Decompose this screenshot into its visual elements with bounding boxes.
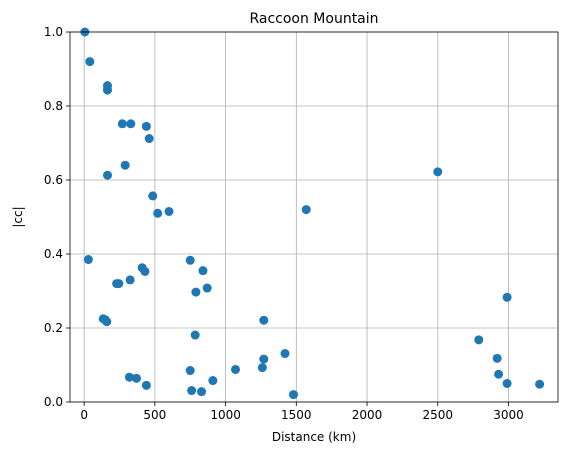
chart-title: Raccoon Mountain: [249, 11, 378, 27]
data-point: [102, 85, 112, 95]
data-point: [117, 119, 127, 129]
data-point: [83, 255, 93, 265]
y-tick-label: 0.2: [44, 321, 63, 335]
data-point: [185, 255, 195, 265]
axis-ticks: 0 500 1000 1500 2000 2500 3000 0.0 0.2 0.4 0.6 0.8 1…: [44, 25, 524, 422]
data-point: [198, 266, 208, 276]
data-point: [280, 349, 290, 359]
x-tick-label: 2500: [422, 408, 453, 422]
data-point: [494, 369, 504, 379]
data-point: [257, 363, 267, 373]
data-point: [124, 372, 134, 382]
y-tick-label: 0.4: [44, 247, 63, 261]
data-point: [102, 170, 112, 180]
data-point: [535, 379, 545, 389]
data-point: [230, 364, 240, 374]
x-tick-label: 500: [143, 408, 166, 422]
data-point: [125, 275, 135, 285]
data-point: [126, 119, 136, 129]
data-point: [131, 373, 141, 383]
data-point: [114, 279, 124, 289]
y-tick-label: 1.0: [44, 25, 63, 39]
data-point: [474, 335, 484, 345]
data-point: [288, 390, 298, 400]
data-point: [140, 266, 150, 276]
x-axis-label: Distance (km): [272, 430, 356, 444]
data-point: [141, 121, 151, 131]
data-point: [301, 205, 311, 215]
data-point: [202, 283, 212, 293]
data-point: [148, 191, 158, 201]
y-tick-label: 0.6: [44, 173, 63, 187]
data-point: [120, 160, 130, 170]
data-point: [187, 386, 197, 396]
data-point: [502, 292, 512, 302]
data-point: [185, 366, 195, 376]
data-point: [85, 57, 95, 67]
data-point: [208, 376, 218, 386]
data-point: [144, 134, 154, 144]
data-point: [141, 380, 151, 390]
plot-frame: [69, 31, 559, 403]
data-point: [191, 287, 201, 297]
y-axis-label: |cc|: [11, 206, 25, 227]
grid-lines: [70, 31, 558, 403]
x-tick-label: 3000: [493, 408, 524, 422]
data-point: [190, 330, 200, 340]
data-point: [259, 315, 269, 325]
y-tick-label: 0.0: [44, 395, 63, 409]
x-tick-label: 2000: [352, 408, 383, 422]
data-point: [197, 387, 207, 397]
data-point: [259, 354, 269, 364]
data-point: [492, 353, 502, 363]
data-point: [164, 206, 174, 216]
data-points: [80, 27, 545, 400]
data-point: [153, 208, 163, 218]
x-tick-label: 0: [80, 408, 88, 422]
data-point: [433, 167, 443, 177]
y-tick-label: 0.8: [44, 99, 63, 113]
x-tick-label: 1500: [281, 408, 312, 422]
data-point: [102, 317, 112, 327]
data-point: [502, 379, 512, 388]
x-tick-label: 1000: [210, 408, 241, 422]
